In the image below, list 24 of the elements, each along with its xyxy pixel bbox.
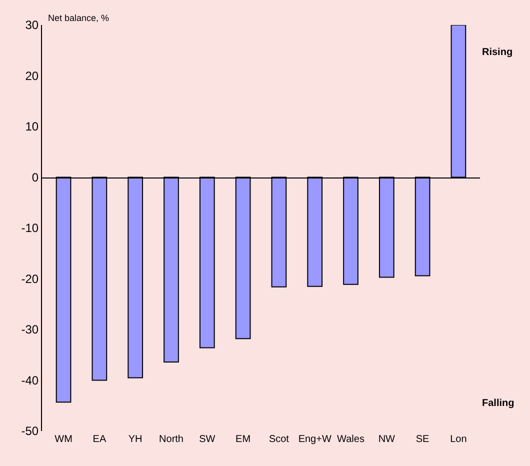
x-tick-label: EA — [92, 434, 106, 445]
y-tick-label: 30 — [25, 18, 39, 32]
y-tick-label: -50 — [21, 424, 39, 438]
x-tick-label: WM — [54, 434, 72, 445]
x-tick-label: SW — [199, 434, 216, 445]
x-tick-label: North — [159, 434, 184, 445]
x-tick-label: EM — [236, 434, 251, 445]
y-tick-label: -40 — [21, 373, 39, 388]
y-axis-title: Net balance, % — [48, 13, 110, 23]
y-tick-label: -30 — [21, 322, 39, 337]
x-tick-label: YH — [128, 434, 142, 445]
x-tick-label: Lon — [450, 434, 467, 445]
text: Falling — [482, 398, 514, 409]
x-tick-label: SE — [416, 434, 430, 445]
text: Rising — [482, 47, 513, 58]
y-tick-label: 0 — [32, 170, 39, 184]
y-tick-label: 20 — [25, 68, 39, 83]
x-tick-label: Eng+W — [298, 434, 332, 445]
x-tick-label: Wales — [337, 434, 364, 445]
x-tick-label: NW — [378, 434, 396, 445]
x-tick-label: Scot — [268, 434, 290, 445]
y-tick-label: -10 — [21, 221, 39, 236]
y-tick-label: 10 — [25, 120, 39, 134]
y-tick-label: -20 — [21, 272, 39, 286]
